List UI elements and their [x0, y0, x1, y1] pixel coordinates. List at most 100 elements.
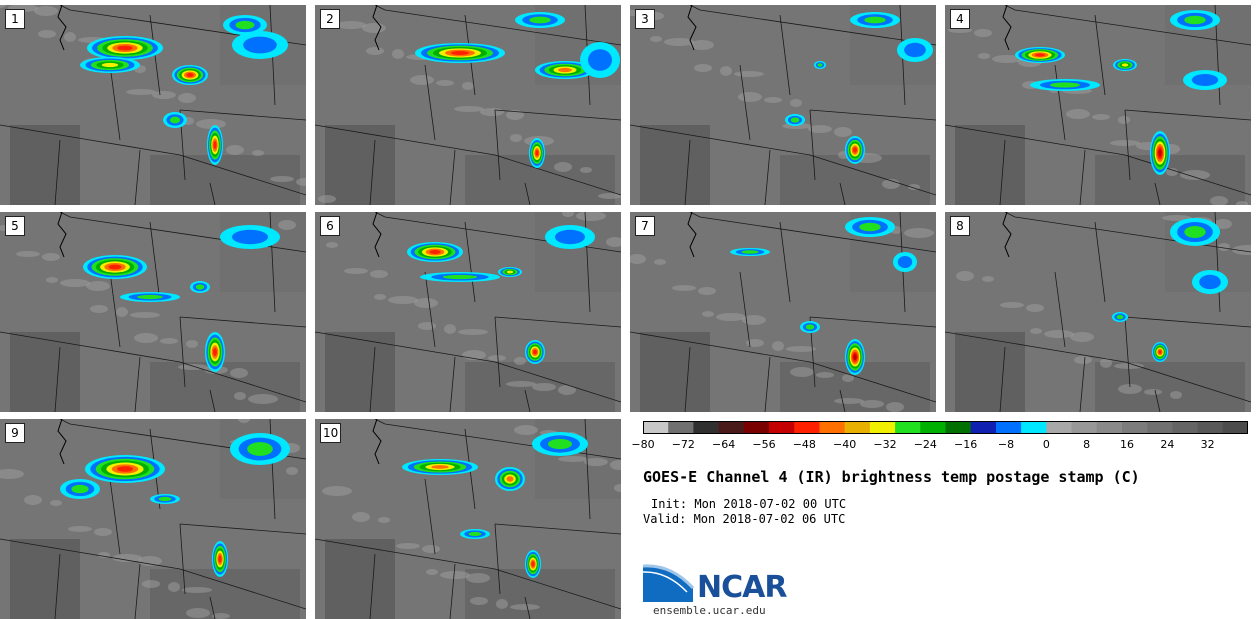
warm-cloud	[1210, 196, 1228, 205]
warm-cloud	[1118, 116, 1130, 124]
warm-cloud	[248, 394, 278, 404]
state-boundary	[945, 124, 1251, 196]
colorbar-swatch	[844, 421, 871, 434]
panel-number: 1	[5, 9, 25, 29]
postage-stamp-panel: 1	[0, 5, 306, 205]
state-boundary	[315, 331, 621, 403]
state-boundary	[109, 271, 121, 348]
colorbar-swatch	[995, 421, 1022, 434]
warm-cloud	[410, 75, 434, 85]
state-boundary	[764, 356, 771, 412]
cold-cloud-top	[558, 67, 572, 73]
warm-cloud	[982, 276, 994, 282]
cold-cloud-top	[535, 150, 539, 156]
warm-cloud	[558, 385, 576, 395]
warm-cloud	[1044, 330, 1074, 338]
warm-cloud	[742, 315, 766, 325]
warm-cloud	[480, 108, 504, 116]
panel-number: 5	[5, 216, 25, 236]
state-boundary	[0, 331, 306, 403]
state-boundary	[630, 331, 936, 403]
warm-cloud	[576, 212, 606, 221]
state-boundary	[209, 389, 216, 412]
warm-cloud	[42, 253, 60, 261]
warm-cloud	[610, 460, 621, 470]
warm-cloud	[956, 271, 974, 281]
cold-cloud-top	[506, 476, 514, 482]
warm-cloud	[834, 398, 864, 404]
cold-cloud-top	[1191, 74, 1219, 86]
state-boundary	[739, 64, 751, 141]
state-boundary	[149, 221, 161, 303]
state-boundary	[1124, 109, 1251, 121]
warm-cloud	[698, 287, 716, 295]
warm-cloud	[230, 368, 248, 378]
warm-cloud	[1114, 363, 1144, 369]
warm-cloud	[130, 312, 160, 318]
state-boundary	[779, 14, 791, 96]
postage-stamp-panel: 3	[630, 5, 936, 205]
coastline	[687, 212, 697, 258]
coastline	[1002, 212, 1012, 258]
state-boundary	[134, 356, 141, 412]
cold-cloud-top	[442, 274, 478, 280]
cold-cloud-top	[897, 256, 913, 268]
cold-cloud-top	[1184, 15, 1206, 25]
warm-cloud	[466, 573, 490, 583]
warm-cloud	[50, 500, 62, 506]
state-boundary	[494, 316, 501, 388]
coastline	[372, 419, 382, 465]
warm-cloud	[816, 372, 834, 378]
cold-cloud-top	[548, 438, 572, 450]
cold-cloud-top	[101, 62, 119, 68]
state-boundary	[1004, 212, 1251, 253]
coastline	[57, 5, 67, 51]
state-boundary	[179, 316, 306, 328]
state-boundary	[134, 563, 141, 619]
state-boundary	[494, 109, 621, 121]
warm-cloud	[1170, 391, 1182, 399]
colorbar-swatch	[1096, 421, 1123, 434]
warm-cloud	[1092, 114, 1110, 120]
warm-cloud	[24, 495, 42, 505]
state-boundary	[684, 139, 691, 205]
state-boundary	[809, 109, 816, 181]
warm-cloud	[422, 545, 440, 553]
warm-cloud	[116, 307, 128, 317]
cold-cloud-top	[1199, 274, 1221, 290]
state-boundary	[449, 149, 456, 205]
postage-stamp-panel: 5	[0, 212, 306, 412]
cold-cloud-top	[218, 555, 222, 563]
colorbar-tick-label: 8	[1083, 438, 1091, 451]
warm-cloud	[882, 179, 900, 189]
cold-cloud-top	[431, 465, 449, 469]
terrain-shade	[10, 125, 80, 205]
warm-cloud	[444, 324, 456, 334]
warm-cloud	[374, 294, 386, 300]
cold-cloud-top	[588, 49, 612, 71]
cold-cloud-top	[451, 51, 469, 55]
colorbar-tick-label: 0	[1042, 438, 1050, 451]
state-boundary	[494, 523, 621, 535]
cold-cloud-top	[555, 229, 585, 245]
warm-cloud	[606, 237, 621, 247]
warm-cloud	[462, 82, 474, 90]
warm-cloud	[1180, 170, 1210, 180]
warm-cloud	[370, 270, 388, 278]
warm-cloud	[1066, 109, 1090, 119]
warm-cloud	[808, 125, 832, 133]
state-boundary	[449, 563, 456, 619]
state-boundary	[1054, 64, 1066, 141]
colorbar-tick-label: −24	[913, 438, 937, 451]
ir-map	[0, 419, 306, 619]
panel-number: 8	[950, 216, 970, 236]
warm-cloud	[554, 162, 572, 172]
colorbar-swatch	[693, 421, 720, 434]
state-boundary	[0, 124, 306, 196]
warm-cloud	[1110, 140, 1140, 146]
state-boundary	[809, 316, 936, 328]
state-boundary	[424, 271, 436, 348]
state-boundary	[524, 182, 531, 205]
state-boundary	[1124, 109, 1131, 181]
cold-cloud-top	[1158, 149, 1162, 157]
